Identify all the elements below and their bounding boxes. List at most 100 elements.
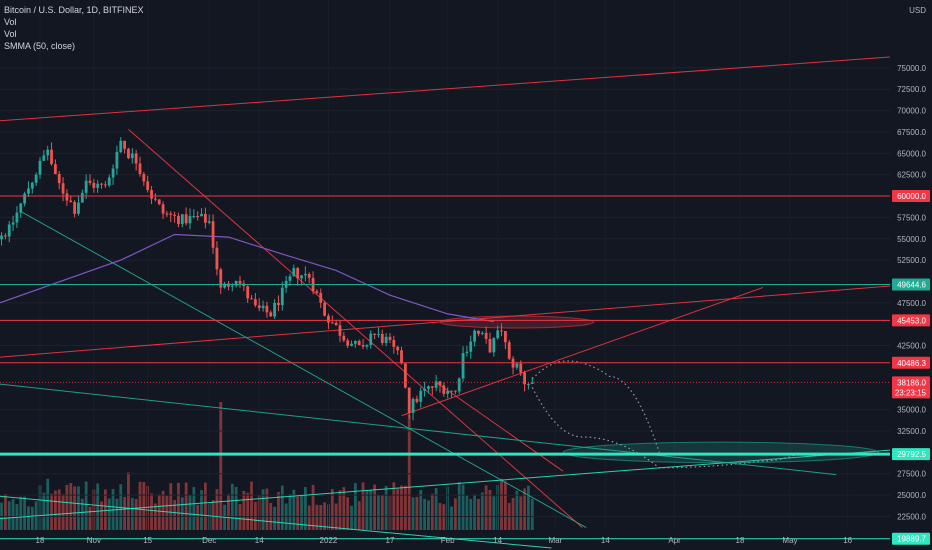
candle-body bbox=[38, 160, 42, 175]
candle bbox=[477, 330, 480, 337]
candle bbox=[277, 295, 280, 312]
smma-line bbox=[0, 233, 494, 323]
candle-body bbox=[184, 214, 188, 224]
candle bbox=[296, 266, 300, 286]
candle bbox=[388, 333, 392, 344]
candle-body bbox=[346, 340, 350, 346]
volume-bar bbox=[273, 506, 277, 530]
candle-body bbox=[288, 276, 292, 281]
price-axis[interactable]: 75000.0 72500.0 70000.0 67500.0 65000.0 62500… bbox=[897, 6, 926, 521]
candle-body bbox=[350, 343, 353, 346]
candle-body bbox=[430, 386, 434, 388]
candle bbox=[23, 191, 27, 207]
volume-bar bbox=[330, 488, 334, 530]
candle-body bbox=[503, 331, 507, 343]
candle-body bbox=[365, 344, 369, 347]
volume-bar bbox=[415, 496, 419, 530]
volume-bar bbox=[19, 496, 23, 530]
volume-bar bbox=[246, 492, 250, 530]
candle bbox=[430, 386, 434, 396]
candle bbox=[288, 273, 292, 286]
symbol-title[interactable]: Bitcoin / U.S. Dollar, 1D, BITFINEX bbox=[4, 5, 144, 15]
volume-bar bbox=[377, 494, 380, 530]
volume-bar bbox=[484, 485, 488, 530]
time-axis[interactable]: 18 Nov 15 Dec 14 2022 17 Feb 14 Mar 14 Apr 18 May 16 bbox=[36, 536, 853, 545]
candle bbox=[207, 214, 211, 225]
candle-body bbox=[357, 340, 361, 345]
grid bbox=[0, 67, 890, 517]
candle bbox=[169, 211, 173, 222]
candle-body bbox=[100, 183, 103, 185]
volume-bar bbox=[342, 487, 346, 530]
volume-bar bbox=[165, 495, 169, 530]
candle-body bbox=[142, 173, 146, 182]
candle-body bbox=[515, 363, 519, 368]
candle bbox=[273, 299, 277, 319]
candle-body bbox=[96, 183, 100, 188]
candle-body bbox=[300, 275, 303, 279]
candle bbox=[261, 300, 265, 312]
volume-bar bbox=[396, 488, 400, 530]
candle bbox=[0, 232, 3, 246]
candle-body bbox=[215, 247, 219, 270]
candle-body bbox=[280, 287, 284, 306]
candle-body bbox=[269, 312, 273, 317]
candle-body bbox=[373, 333, 377, 335]
candle bbox=[300, 274, 303, 286]
volume-bar bbox=[407, 414, 411, 530]
candle-body bbox=[150, 190, 153, 199]
candle-body bbox=[230, 285, 234, 287]
candle bbox=[427, 385, 430, 394]
candle bbox=[200, 208, 203, 217]
time-tick-label: 14 bbox=[493, 536, 502, 545]
candle-body bbox=[50, 149, 53, 165]
candle bbox=[307, 272, 311, 284]
volume-bar bbox=[453, 498, 457, 530]
candle bbox=[46, 145, 50, 161]
volume-bar bbox=[219, 402, 223, 530]
volume-indicator-label[interactable]: Vol bbox=[4, 17, 17, 27]
candle bbox=[342, 332, 346, 343]
price-level-badge bbox=[892, 314, 930, 327]
time-tick-label: 17 bbox=[386, 536, 395, 545]
candle-body bbox=[342, 335, 346, 341]
volume-bar bbox=[50, 493, 53, 530]
volume-bar bbox=[265, 488, 269, 530]
candle-body bbox=[415, 398, 419, 402]
volume-bar bbox=[457, 481, 461, 530]
volume-bar bbox=[250, 481, 253, 530]
candle bbox=[257, 298, 261, 312]
volume-bar bbox=[450, 506, 453, 530]
time-tick-label: 16 bbox=[843, 536, 852, 545]
volume-bar bbox=[530, 499, 534, 530]
price-tick-label: 22500.0 bbox=[897, 512, 926, 521]
candle-body bbox=[92, 182, 96, 188]
candle-body bbox=[315, 291, 319, 293]
volume-indicator-label[interactable]: Vol bbox=[4, 29, 17, 39]
volume-bar bbox=[196, 504, 200, 530]
candle-body bbox=[396, 346, 400, 351]
bar-countdown-label: 23:23:15 bbox=[895, 388, 927, 397]
smma-indicator-label[interactable]: SMMA (50, close) bbox=[4, 41, 76, 51]
volume-bar bbox=[103, 489, 107, 530]
candle-body bbox=[11, 222, 15, 225]
volume-bar bbox=[303, 487, 307, 530]
candle bbox=[61, 177, 65, 202]
candle-body bbox=[400, 350, 403, 364]
price-level-badge bbox=[892, 190, 930, 203]
volume-bar bbox=[461, 484, 465, 530]
candle-body bbox=[292, 268, 296, 277]
price-axis-background bbox=[890, 0, 932, 550]
candle bbox=[423, 381, 426, 397]
candle bbox=[407, 387, 411, 419]
candle bbox=[84, 174, 88, 199]
volume-bar bbox=[288, 494, 292, 530]
volume-bar bbox=[173, 500, 177, 530]
volume-bar bbox=[300, 495, 303, 530]
candle-body bbox=[27, 188, 30, 194]
zone-ellipse bbox=[562, 441, 879, 464]
candle bbox=[15, 206, 19, 228]
candle bbox=[327, 313, 330, 330]
candle-body bbox=[123, 140, 127, 149]
